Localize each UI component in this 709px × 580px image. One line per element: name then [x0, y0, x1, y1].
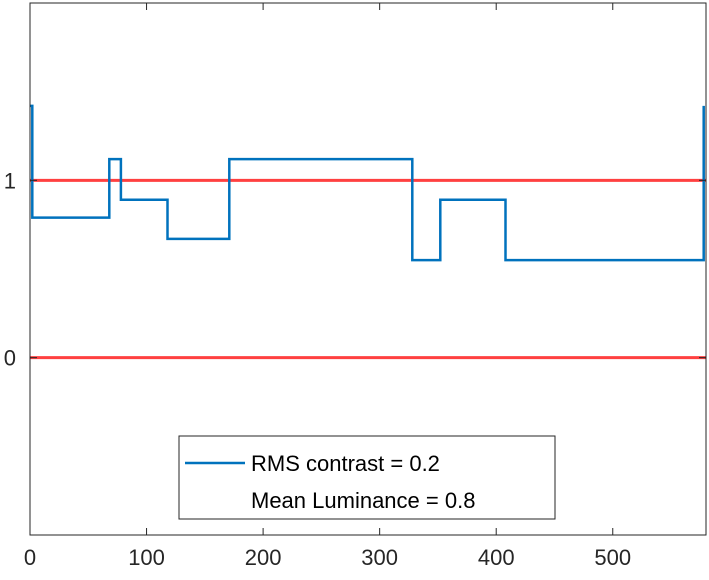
- y-tick-label: 0: [4, 346, 16, 371]
- y-tick-label: 1: [4, 168, 16, 193]
- legend-entry-1: Mean Luminance = 0.8: [251, 488, 475, 513]
- series-layer: [30, 104, 705, 262]
- x-tick-label: 500: [594, 545, 631, 570]
- legend-box: [178, 435, 556, 520]
- y-axis: 01: [4, 168, 706, 371]
- x-tick-label: 100: [128, 545, 165, 570]
- x-tick-label: 300: [361, 545, 398, 570]
- x-tick-label: 200: [245, 545, 282, 570]
- legend: RMS contrast = 0.2 Mean Luminance = 0.8: [178, 435, 556, 520]
- axes-box: [29, 2, 707, 536]
- x-axis: 0 100 200 300 400 500: [24, 3, 631, 570]
- x-tick-label: 0: [24, 545, 36, 570]
- legend-entry-0: RMS contrast = 0.2: [251, 451, 440, 476]
- reference-lines: [30, 178, 706, 360]
- series-line-0: [30, 104, 705, 262]
- x-tick-label: 400: [478, 545, 515, 570]
